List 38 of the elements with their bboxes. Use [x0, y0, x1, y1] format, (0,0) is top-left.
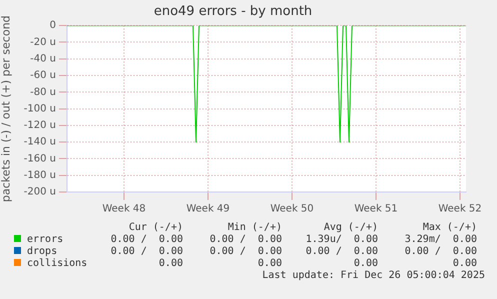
legend-label: collisions	[26, 258, 88, 270]
text: Max (-/+)	[422, 222, 477, 234]
text: 0.00	[258, 258, 282, 270]
y-tick-label: -120 u	[24, 120, 56, 132]
y-tick-label: -100 u	[24, 103, 56, 114]
y-tick-label: -180 u	[24, 170, 56, 181]
y-tick-label: -40 u	[30, 53, 56, 64]
y-tick-label: -200 u	[24, 186, 56, 198]
text: 0.00	[354, 258, 378, 270]
x-tick-label: Week 52	[438, 204, 482, 215]
x-tick-label: Week 50	[270, 204, 314, 215]
text: 0.00 / 0.00	[210, 246, 282, 258]
text: 0.00 / 0.00	[306, 246, 378, 258]
legend-label: errors	[26, 234, 64, 246]
text: Min (-/+)	[228, 222, 282, 234]
x-tick-label: Week 51	[354, 204, 398, 215]
text: 3.29m/ 0.00	[404, 234, 477, 246]
legend-label: drops	[26, 246, 58, 258]
text: 0.00	[158, 258, 183, 270]
text: 1.39u/ 0.00	[306, 234, 378, 246]
text: Cur (-/+)	[128, 222, 183, 234]
y-tick-label: -60 u	[30, 70, 56, 82]
text: Last update: Fri Dec 26 05:00:04 2025	[262, 270, 485, 282]
chart-title: eno49 errors - by month	[154, 4, 312, 20]
text: 0.00 / 0.00	[110, 234, 183, 246]
text: 0.00 / 0.00	[110, 246, 183, 258]
x-tick-label: Week 48	[102, 204, 146, 215]
y-tick-label: -20 u	[30, 36, 56, 48]
text: 0.00	[452, 258, 477, 270]
text: 0.00 / 0.00	[210, 234, 282, 246]
text: 0.00 / 0.00	[404, 246, 477, 258]
y-tick-label: 0	[50, 20, 56, 32]
y-tick-label: -140 u	[24, 136, 56, 148]
y-tick-label: -160 u	[24, 153, 56, 164]
x-tick-label: Week 49	[186, 204, 230, 215]
text: Avg (-/+)	[324, 222, 378, 234]
y-tick-label: -80 u	[30, 86, 56, 98]
y-axis-title: packets in (-) / out (+) per second	[0, 15, 12, 202]
